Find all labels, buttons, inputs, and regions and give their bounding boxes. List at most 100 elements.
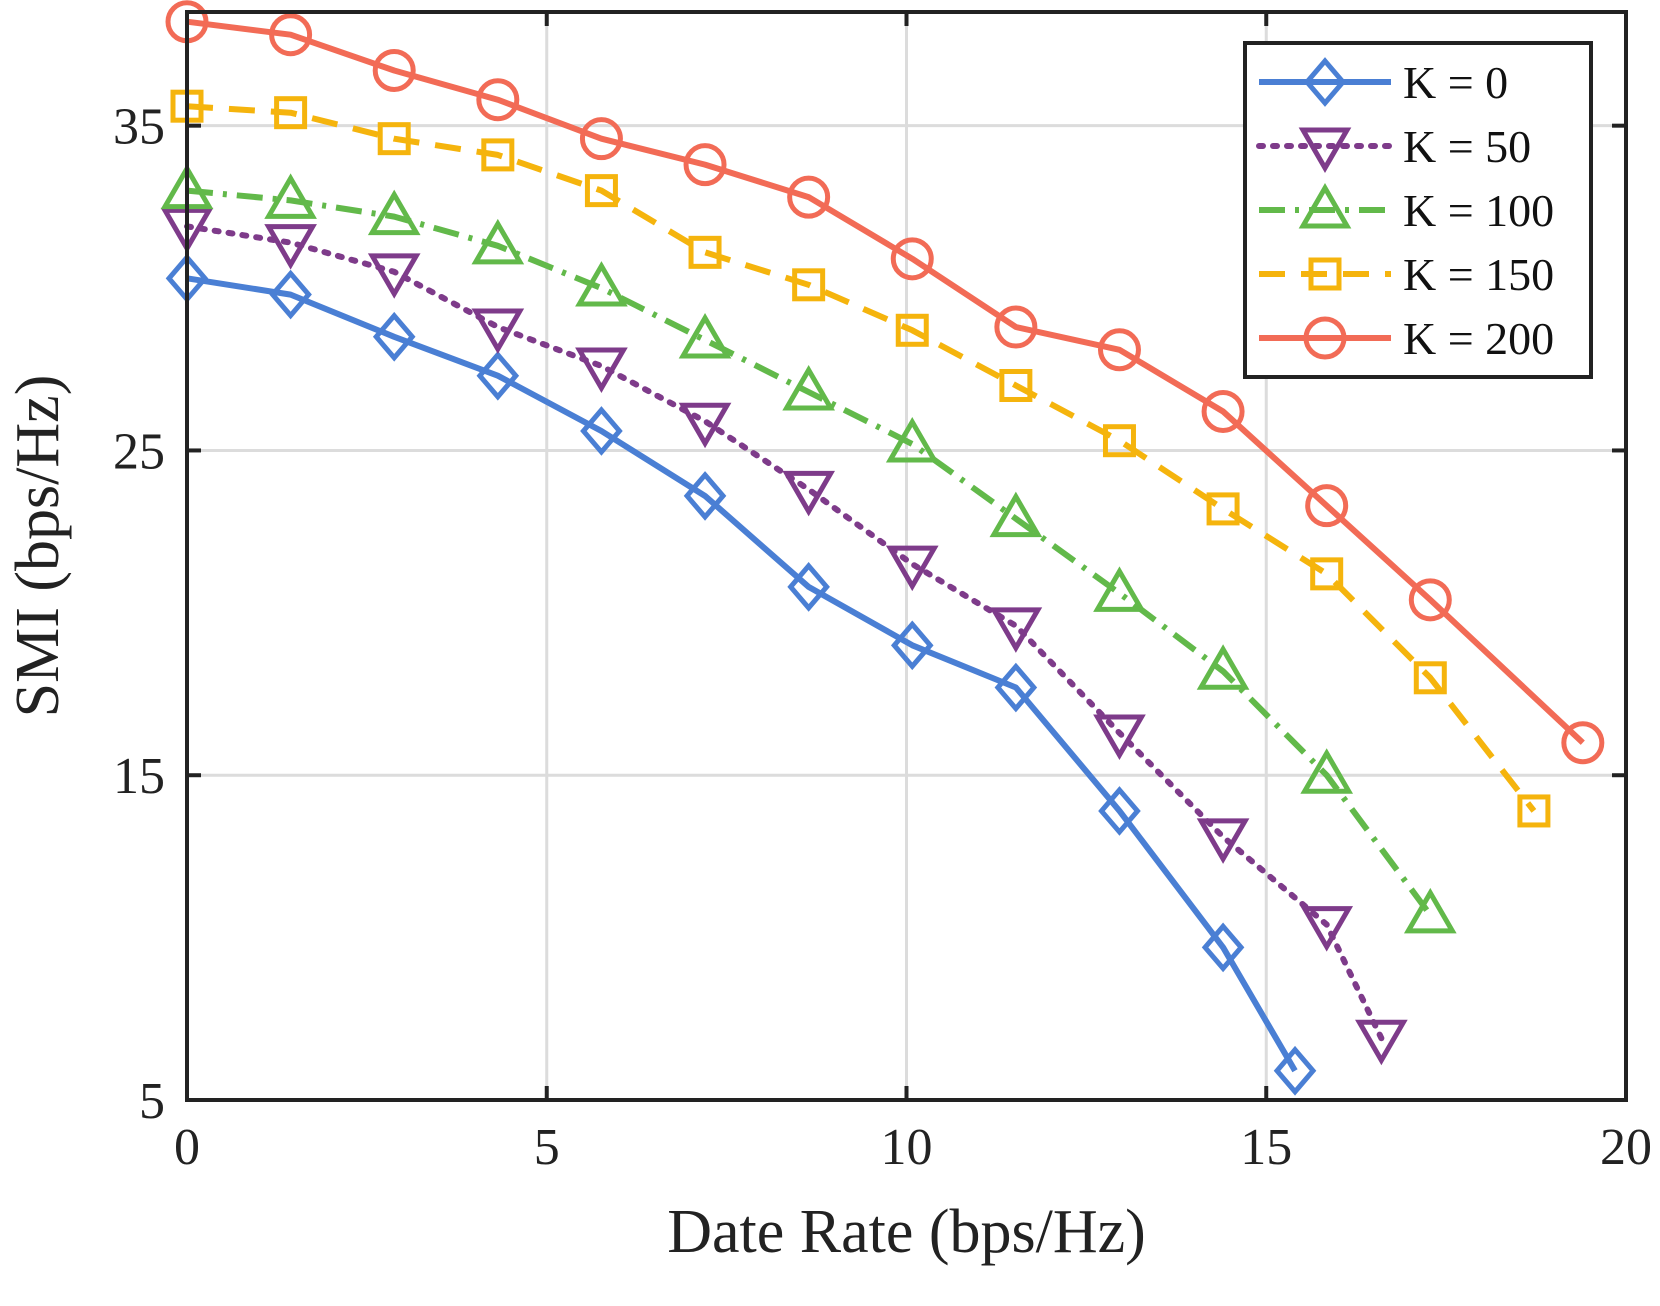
data-point-k-50 [1196,818,1250,864]
data-point-k-100 [989,491,1043,538]
legend-items: K = 0 K = 50 K = 100 K = 150 K = 200 [1256,57,1554,364]
legend-label: K = 150 [1403,249,1554,300]
data-point-k-0 [890,620,934,671]
data-point-k-50 [782,470,835,517]
legend-item: K = 200 [1259,313,1554,364]
data-point-k-50 [367,253,421,299]
data-point-k-150 [1206,492,1240,526]
legend-marker [1308,257,1342,291]
data-point-k-200 [1097,328,1141,372]
x-tick-label: 20 [1600,1119,1652,1176]
series-line-k-50 [184,223,1385,1042]
data-point-k-50 [264,224,317,270]
data-point-k-150 [1517,794,1551,828]
data-point-k-50 [471,308,525,355]
legend-marker [1303,57,1347,107]
legend-label: K = 200 [1403,313,1554,364]
axis-ticks [185,12,1628,1102]
data-point-k-150 [584,174,618,208]
data-point-k-0 [372,311,416,362]
data-point-k-100 [678,313,732,359]
y-tick-label: 15 [113,748,165,805]
data-point-k-150 [688,235,722,269]
y-tick-label: 35 [113,99,165,156]
series-line-k-0 [186,275,1298,1073]
data-point-k-200 [1561,721,1605,765]
legend-marker [1298,183,1352,229]
legend: K = 0 K = 50 K = 100 K = 150 K = 200 [1243,41,1593,379]
series-k-50 [160,207,1408,1066]
data-point-k-150 [1310,557,1344,591]
data-point-k-200 [1201,389,1245,433]
data-point-k-150 [1413,661,1447,695]
data-point-k-100 [1300,748,1354,794]
data-point-k-200 [1408,578,1452,622]
data-point-k-50 [885,545,939,592]
data-point-k-0 [269,269,312,320]
data-point-k-200 [787,175,831,219]
data-point-k-200 [890,237,934,281]
y-axis-label: SMI (bps/Hz) [4,375,72,718]
legend-item: K = 100 [1259,183,1554,236]
legend-item: K = 0 [1259,57,1508,108]
data-point-k-0 [1098,786,1141,836]
data-point-k-50 [575,347,628,393]
data-point-k-150 [1102,424,1136,458]
data-point-k-150 [377,122,411,156]
legend-box [1243,41,1593,379]
legend-marker [1303,316,1347,360]
data-point-k-100 [1093,566,1146,612]
data-point-k-200 [683,143,727,187]
data-point-k-100 [1196,644,1250,690]
data-point-k-100 [575,261,628,307]
x-tick-label: 0 [174,1119,200,1176]
data-point-k-0 [994,662,1038,713]
legend-label: K = 50 [1403,121,1531,172]
data-point-k-50 [1355,1019,1408,1066]
legend-item: K = 150 [1259,249,1554,300]
data-point-k-100 [367,189,421,236]
x-tick-label: 10 [881,1119,933,1176]
legend-item: K = 50 [1256,121,1531,173]
data-point-k-150 [895,313,929,347]
legend-label: K = 0 [1403,57,1508,108]
data-point-k-200 [269,13,313,57]
data-point-k-50 [989,607,1043,653]
data-point-k-0 [683,471,727,521]
legend-label: K = 100 [1403,185,1554,236]
data-point-k-150 [481,138,515,172]
data-point-k-0 [787,562,830,612]
data-point-k-100 [264,173,317,219]
data-point-k-200 [579,117,623,161]
data-point-k-150 [274,96,308,130]
data-point-k-50 [1300,906,1354,952]
data-point-k-0 [1201,922,1245,973]
series-line-k-100 [186,187,1433,917]
y-tick-label: 5 [139,1073,165,1130]
x-axis-label: Date Rate (bps/Hz) [667,1198,1146,1266]
data-point-k-100 [1403,887,1457,934]
data-point-k-200 [1305,484,1349,528]
series-k-200 [165,0,1605,765]
data-point-k-200 [994,305,1038,349]
data-point-k-200 [476,78,520,122]
data-point-k-150 [792,268,826,302]
data-point-k-150 [999,368,1033,402]
x-tick-label: 5 [534,1119,560,1176]
data-point-k-50 [1093,714,1146,760]
data-point-k-100 [885,416,939,463]
data-point-k-0 [1273,1045,1317,1096]
y-tick-label: 25 [113,423,165,480]
series-line-k-150 [186,103,1537,813]
data-point-k-100 [471,218,525,265]
x-tick-label: 15 [1240,1119,1292,1176]
data-point-k-200 [372,48,416,92]
data-point-k-0 [580,406,623,456]
data-point-k-0 [476,350,520,401]
series-k-100 [160,163,1457,934]
series-k-150 [170,89,1551,828]
data-point-k-100 [782,364,835,411]
series-layer [160,0,1605,1096]
